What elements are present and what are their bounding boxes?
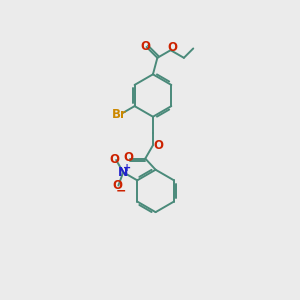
Text: Br: Br bbox=[112, 109, 127, 122]
Text: +: + bbox=[123, 163, 131, 173]
Text: O: O bbox=[141, 40, 151, 52]
Text: O: O bbox=[110, 153, 120, 166]
Text: N: N bbox=[118, 166, 128, 179]
Text: −: − bbox=[116, 184, 127, 197]
Text: O: O bbox=[153, 139, 163, 152]
Text: O: O bbox=[124, 152, 134, 164]
Text: O: O bbox=[112, 179, 122, 192]
Text: O: O bbox=[167, 41, 177, 54]
